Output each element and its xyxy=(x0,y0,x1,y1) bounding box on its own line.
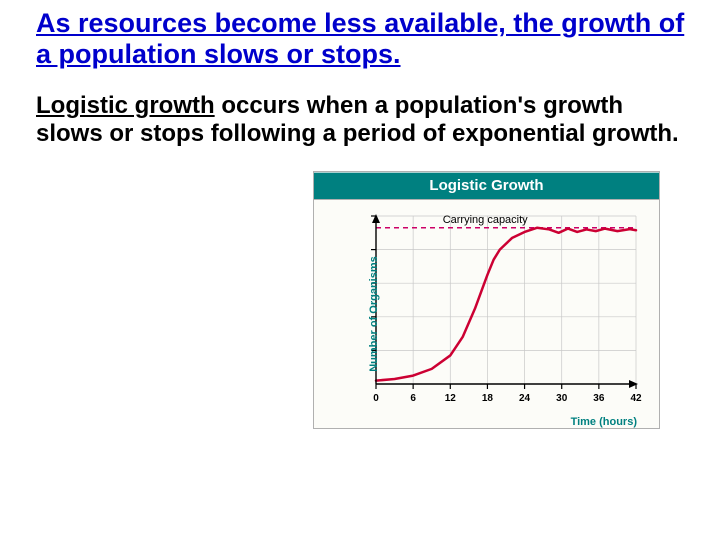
y-axis-label: Number of Organisms xyxy=(368,257,380,373)
svg-text:36: 36 xyxy=(593,393,605,404)
svg-text:18: 18 xyxy=(482,393,494,404)
svg-text:12: 12 xyxy=(445,393,457,404)
svg-text:0: 0 xyxy=(373,393,379,404)
logistic-growth-chart: Logistic Growth Number of Organisms Carr… xyxy=(313,171,660,429)
svg-text:Carrying capacity: Carrying capacity xyxy=(443,214,528,226)
slide-title: As resources become less available, the … xyxy=(36,8,690,70)
svg-text:24: 24 xyxy=(519,393,531,404)
slide-subtitle: Logistic growth occurs when a population… xyxy=(36,92,690,147)
svg-text:6: 6 xyxy=(410,393,416,404)
x-axis-label: Time (hours) xyxy=(326,416,651,428)
keyword: Logistic growth xyxy=(36,92,215,119)
svg-text:42: 42 xyxy=(630,393,642,404)
svg-text:30: 30 xyxy=(556,393,568,404)
chart-title: Logistic Growth xyxy=(314,172,659,200)
